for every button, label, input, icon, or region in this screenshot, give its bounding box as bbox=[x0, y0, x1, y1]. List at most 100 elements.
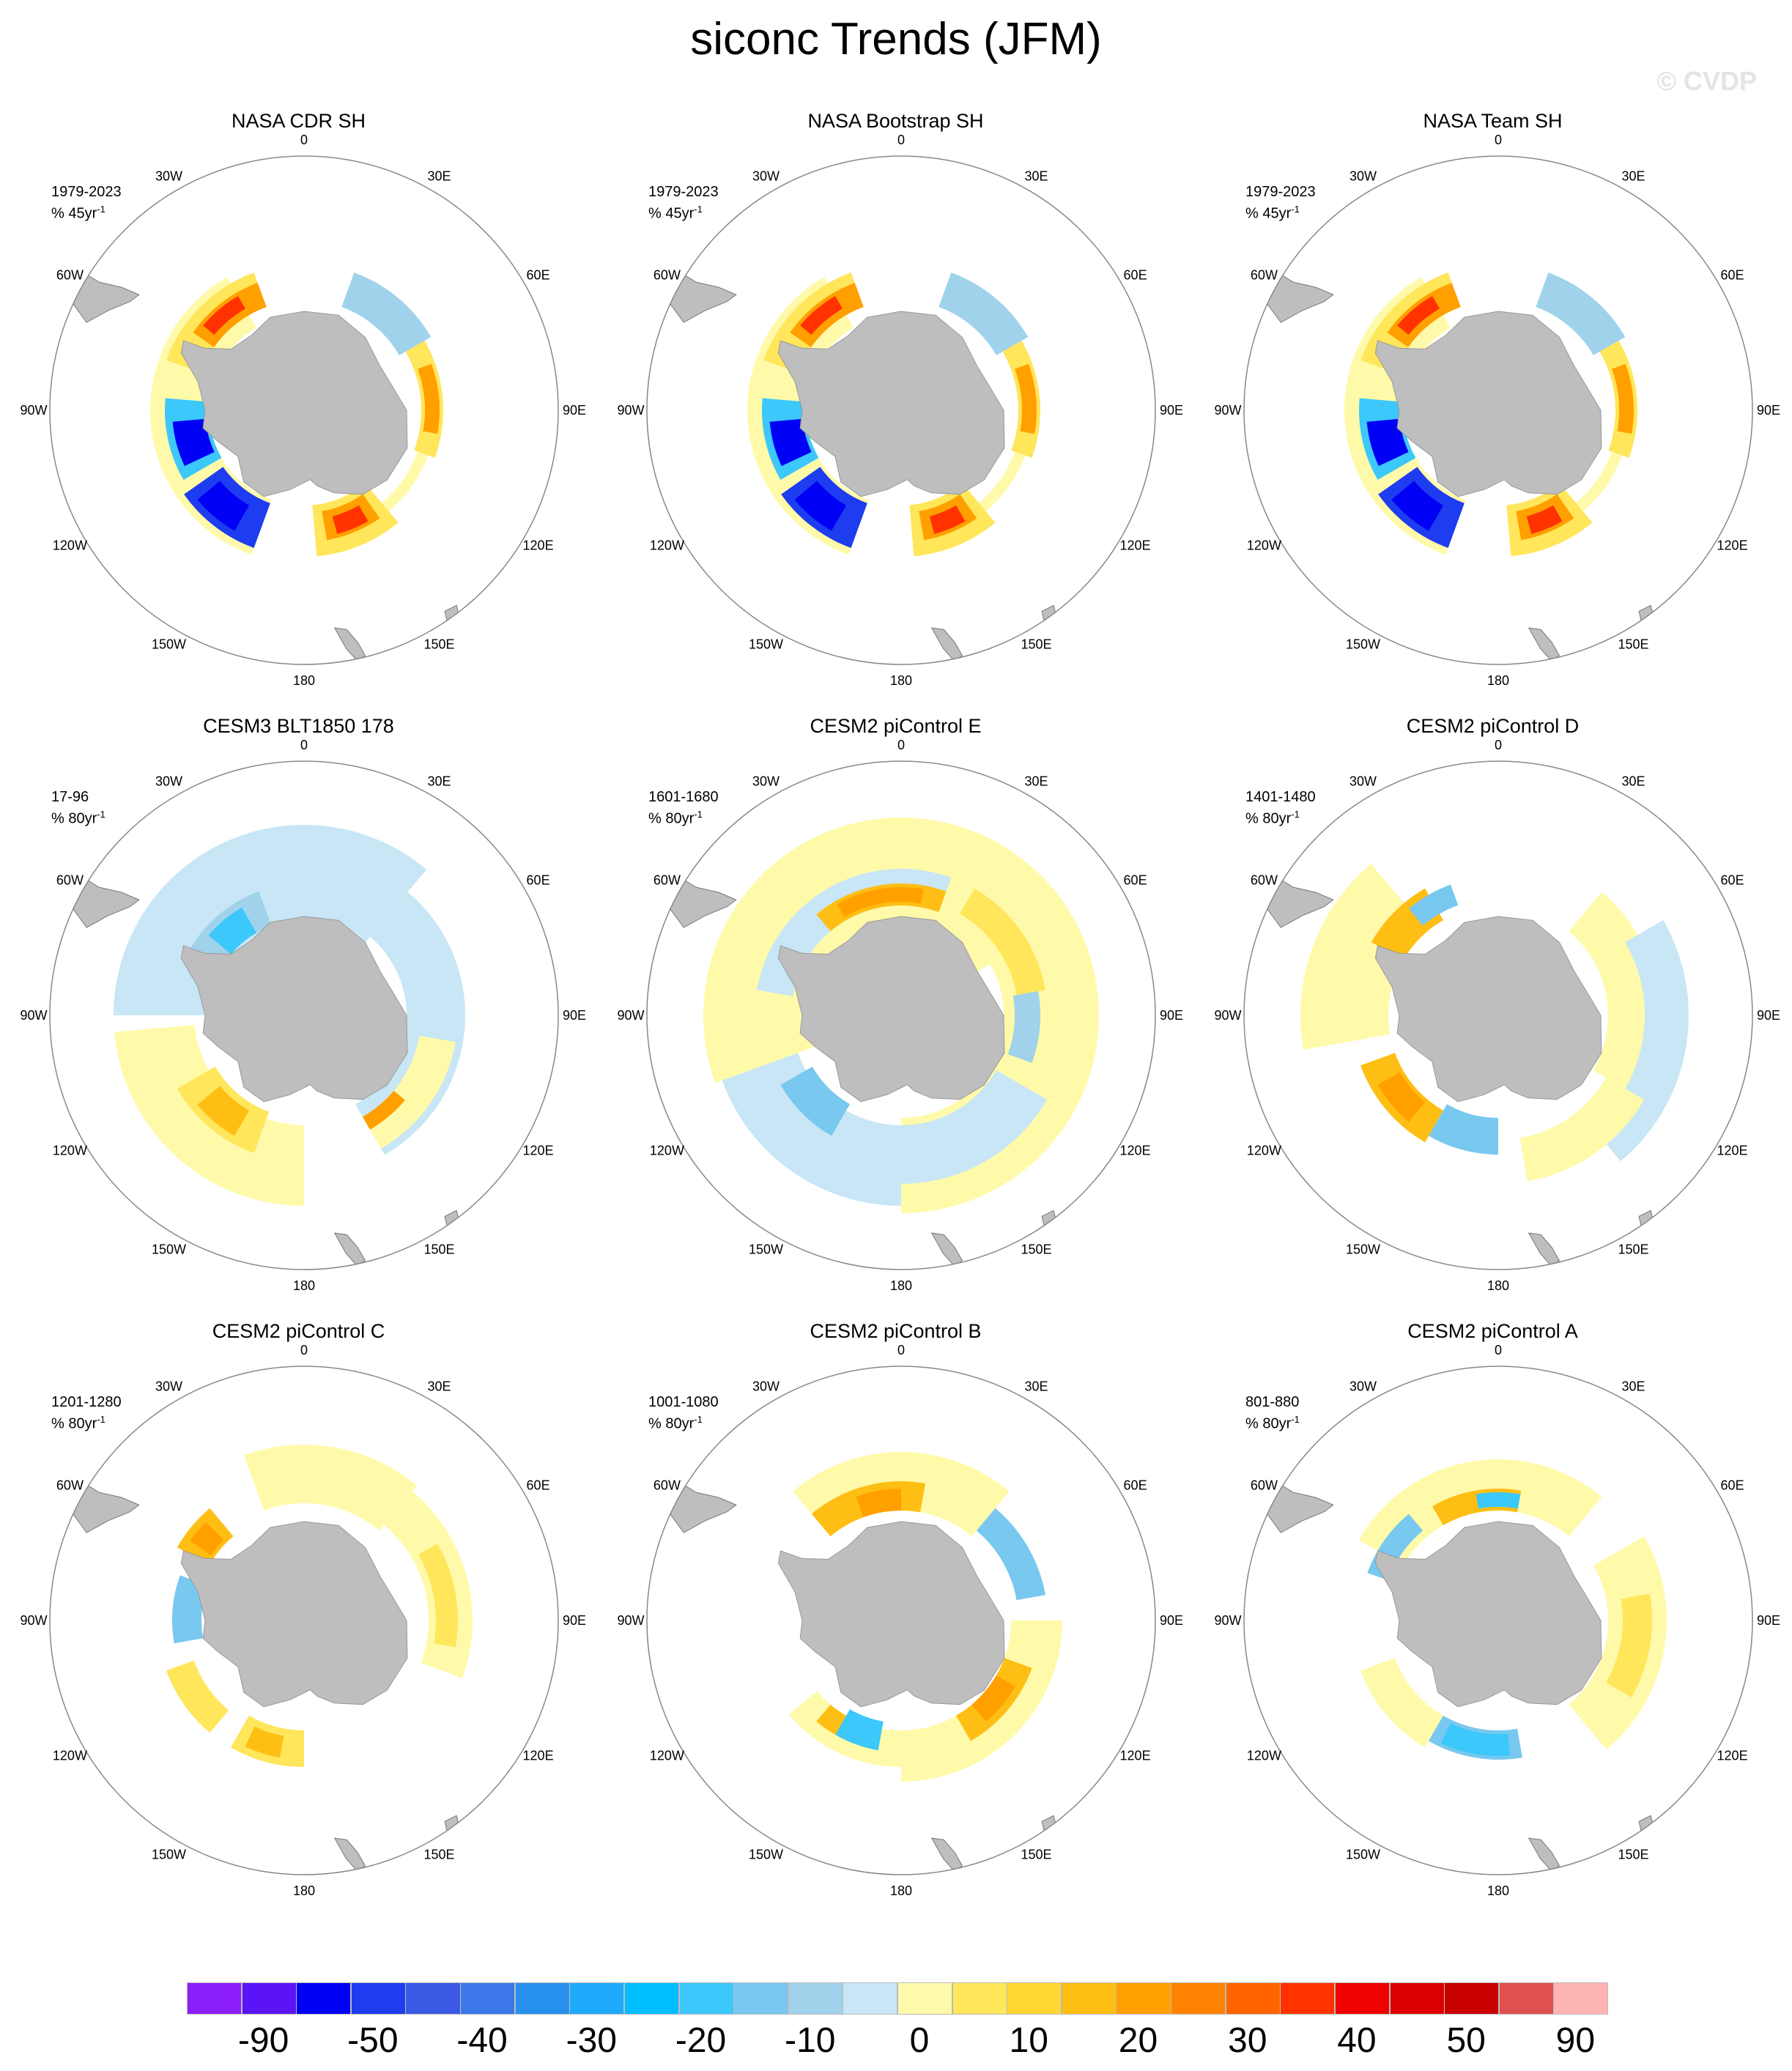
longitude-label: 0 bbox=[1495, 133, 1502, 147]
antarctica-landmass bbox=[1374, 916, 1602, 1103]
longitude-label: 60W bbox=[56, 873, 84, 888]
map-panel: CESM2 piControl B 1001-1080 % 80yr-1 0 30E 60… bbox=[597, 1313, 1194, 1918]
map-panel: CESM3 BLT1850 178 17-96 % 80yr-1 0 30E 60E 90E… bbox=[0, 708, 597, 1313]
longitude-label: 60E bbox=[527, 268, 550, 283]
longitude-label: 30W bbox=[1349, 168, 1377, 183]
colorbar-box bbox=[1334, 1982, 1391, 2015]
longitude-label: 120W bbox=[650, 1749, 684, 1763]
longitude-label: 90W bbox=[1214, 1008, 1241, 1023]
antarctica-landmass bbox=[180, 311, 408, 497]
longitude-label: 120W bbox=[1247, 1144, 1281, 1158]
longitude-label: 60E bbox=[527, 873, 550, 888]
colorbar-box bbox=[296, 1982, 352, 2015]
trend-region bbox=[418, 363, 440, 434]
south-america-landmass bbox=[71, 273, 140, 323]
longitude-label: 30W bbox=[752, 774, 780, 788]
longitude-label: 150E bbox=[1618, 637, 1648, 652]
longitude-label: 180 bbox=[293, 1278, 315, 1293]
trend-region bbox=[418, 1544, 458, 1648]
longitude-label: 150W bbox=[749, 1848, 783, 1862]
panel-units: % 80yr-1 bbox=[648, 1414, 703, 1432]
map-panel: CESM2 piControl D 1401-1480 % 80yr-1 0 30E 60… bbox=[1194, 708, 1791, 1313]
trend-region bbox=[341, 273, 432, 355]
longitude-label: 30W bbox=[752, 1379, 780, 1393]
antarctica-landmass bbox=[777, 311, 1005, 497]
longitude-label: 90W bbox=[20, 1613, 47, 1628]
trend-region bbox=[172, 418, 215, 467]
trend-region bbox=[166, 1660, 229, 1733]
longitude-label: 150W bbox=[1346, 1848, 1380, 1862]
polar-map: 0 30E 60E 90E 120E 150E 180 150W 120W 90W 60W 30W bbox=[617, 738, 1183, 1293]
longitude-label: 120E bbox=[1717, 1749, 1748, 1763]
polar-map: 0 30E 60E 90E 120E 150E 180 150W 120W 90W 60W 30W bbox=[617, 133, 1183, 688]
panel-period: 17-96 bbox=[51, 789, 89, 805]
panel-title: NASA Team SH bbox=[1423, 110, 1563, 132]
longitude-label: 150W bbox=[152, 1848, 186, 1862]
colorbar-box bbox=[514, 1982, 570, 2015]
panel-title: CESM2 piControl E bbox=[810, 715, 982, 737]
trend-region bbox=[979, 451, 1026, 511]
longitude-label: 30W bbox=[752, 168, 780, 183]
trend-region bbox=[363, 1090, 405, 1130]
map-boundary-circle bbox=[49, 155, 559, 665]
colorbar-box bbox=[569, 1982, 625, 2015]
colorbar-tick-label: 50 bbox=[1446, 2021, 1486, 2060]
map-boundary-circle bbox=[49, 760, 559, 1270]
polar-map: 0 30E 60E 90E 120E 150E 180 150W 120W 90W 60W 30W bbox=[20, 1343, 586, 1898]
trend-region bbox=[208, 907, 256, 955]
longitude-label: 120E bbox=[523, 1749, 554, 1763]
longitude-label: 180 bbox=[890, 673, 912, 688]
trend-region bbox=[190, 1522, 224, 1556]
longitude-label: 120W bbox=[650, 1144, 684, 1158]
polar-map: 0 30E 60E 90E 120E 150E 180 150W 120W 90W 60W 30W bbox=[20, 133, 586, 688]
colorbar bbox=[187, 1982, 1609, 2015]
longitude-label: 0 bbox=[1495, 738, 1502, 752]
trend-region bbox=[1519, 1078, 1645, 1182]
longitude-label: 60E bbox=[1124, 1478, 1147, 1493]
colorbar-tick-label: 20 bbox=[1118, 2021, 1158, 2060]
longitude-label: 30E bbox=[427, 1379, 451, 1393]
trend-region bbox=[856, 1489, 901, 1518]
trend-region bbox=[1440, 1723, 1511, 1756]
longitude-label: 30E bbox=[1621, 1379, 1645, 1393]
trend-region bbox=[1397, 296, 1440, 336]
longitude-label: 90E bbox=[563, 403, 586, 418]
map-boundary-circle bbox=[1243, 155, 1753, 665]
longitude-label: 180 bbox=[1487, 1883, 1509, 1898]
trend-region bbox=[1360, 1658, 1443, 1748]
new-zealand-landmass bbox=[930, 1232, 963, 1267]
longitude-label: 180 bbox=[890, 1278, 912, 1293]
longitude-label: 120W bbox=[1247, 538, 1281, 553]
longitude-label: 30E bbox=[1621, 168, 1645, 183]
new-zealand-landmass bbox=[930, 1837, 963, 1872]
longitude-label: 0 bbox=[300, 133, 308, 147]
cvdp-watermark: © CVDP bbox=[1656, 66, 1757, 96]
new-zealand-landmass bbox=[1528, 627, 1560, 662]
colorbar-box bbox=[1225, 1982, 1281, 2015]
trend-region bbox=[780, 1067, 850, 1136]
colorbar-box bbox=[1171, 1982, 1226, 2015]
panel-period: 1201-1280 bbox=[51, 1394, 122, 1410]
colorbar-box bbox=[1061, 1982, 1117, 2015]
longitude-label: 60W bbox=[56, 1478, 84, 1493]
colorbar-box bbox=[733, 1982, 789, 2015]
colorbar-box bbox=[1389, 1982, 1445, 2015]
trend-region bbox=[1377, 1072, 1426, 1122]
trend-region bbox=[1007, 991, 1040, 1063]
polar-map: 0 30E 60E 90E 120E 150E 180 150W 120W 90W 60W 30W bbox=[1214, 133, 1780, 688]
sea-ice-trend-field bbox=[1265, 1459, 1667, 1872]
colorbar-box bbox=[1444, 1982, 1500, 2015]
trend-region bbox=[722, 1053, 901, 1206]
trend-region bbox=[971, 1675, 1015, 1722]
trend-region bbox=[837, 887, 924, 917]
south-america-landmass bbox=[1265, 273, 1334, 323]
longitude-label: 180 bbox=[890, 1883, 912, 1898]
colorbar-tick-label: 0 bbox=[909, 2021, 930, 2060]
longitude-label: 120E bbox=[1120, 1144, 1151, 1158]
longitude-label: 180 bbox=[293, 1883, 315, 1898]
longitude-label: 120W bbox=[53, 1144, 87, 1158]
new-zealand-landmass bbox=[1528, 1232, 1560, 1267]
panel-units: % 45yr-1 bbox=[1245, 204, 1300, 222]
longitude-label: 30E bbox=[1024, 1379, 1048, 1393]
trend-region bbox=[1526, 505, 1563, 535]
